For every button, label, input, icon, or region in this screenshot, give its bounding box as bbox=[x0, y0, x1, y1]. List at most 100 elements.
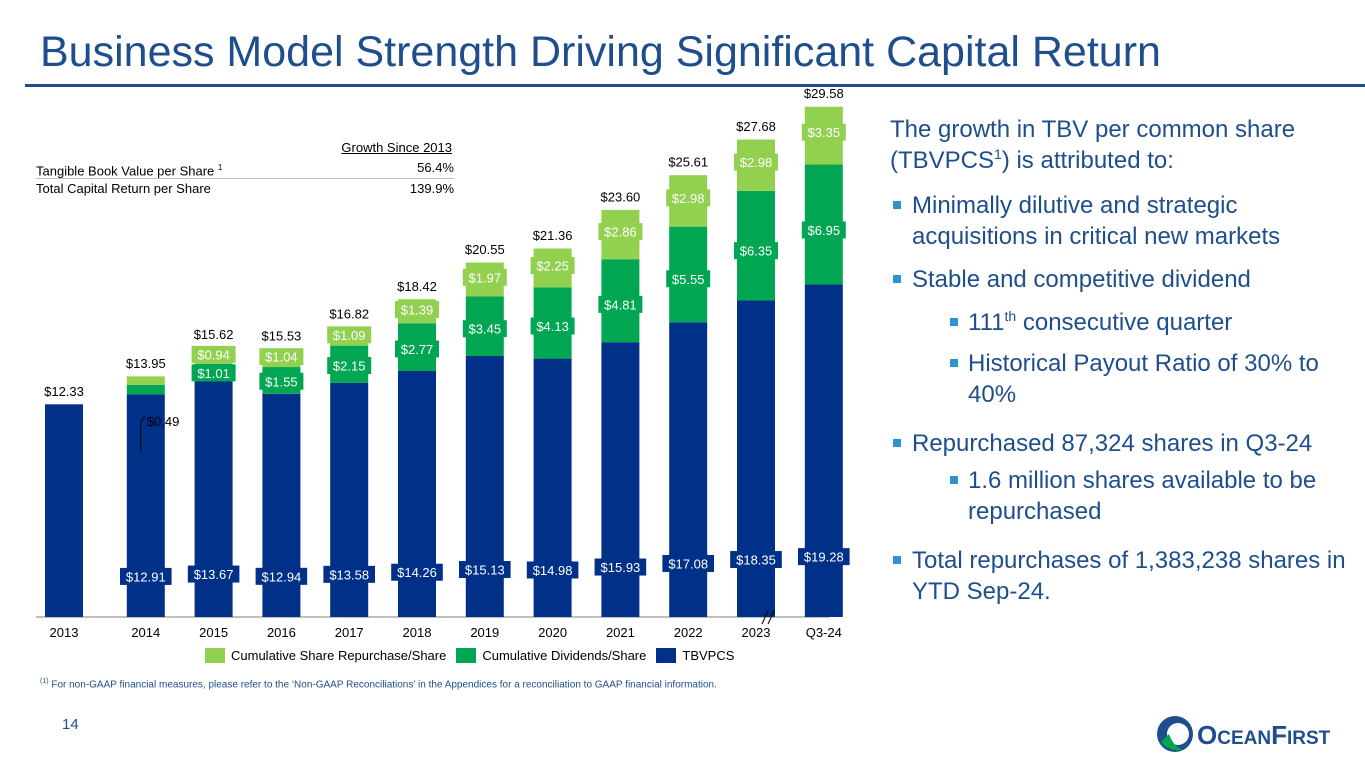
bullet-total-repurchases: Total repurchases of 1,383,238 shares in… bbox=[890, 545, 1350, 607]
x-tick-label-1: 2014 bbox=[131, 625, 160, 640]
bar-label-2-4: $1.09 bbox=[333, 328, 366, 343]
panel-intro: The growth in TBV per common share (TBVP… bbox=[890, 116, 1296, 174]
growth-row-label: Total Capital Return per Share bbox=[36, 181, 211, 196]
x-tick-label-7: 2020 bbox=[538, 625, 567, 640]
bar-label-2-7: $2.25 bbox=[536, 259, 569, 274]
bar-segment-0-9 bbox=[669, 322, 708, 617]
x-tick-label-5: 2018 bbox=[403, 625, 432, 640]
total-label-11: $29.58 bbox=[804, 86, 844, 101]
title-divider bbox=[25, 84, 1365, 87]
x-tick-label-2: 2015 bbox=[199, 625, 228, 640]
bar-label-1-5: $2.77 bbox=[401, 342, 434, 357]
bar-label-2-2: $0.94 bbox=[197, 347, 230, 362]
legend-item-tbvpcs: TBVPCS bbox=[656, 648, 734, 663]
growth-row-value: 56.4% bbox=[417, 160, 454, 175]
legend-item-dividends: Cumulative Dividends/Share bbox=[456, 648, 646, 663]
stacked-bar-chart: $12.33 2013 $12.91 $13.95 2014 $13.67 $1.01 $0.… bbox=[36, 86, 850, 640]
bar-label-1-6: $3.45 bbox=[469, 322, 502, 337]
bar-label-0-5-box bbox=[391, 563, 443, 581]
bar-label-1-4: $2.15 bbox=[333, 359, 366, 374]
bar-label-0-8: $15.93 bbox=[601, 560, 641, 575]
bar-label-0-11-box bbox=[798, 548, 850, 566]
logo-wordmark: OCEANFIRST bbox=[1197, 720, 1331, 750]
total-label-7: $21.36 bbox=[533, 228, 573, 243]
bar-label-1-4-box bbox=[327, 357, 372, 375]
bar-label-1-10: $6.35 bbox=[740, 244, 773, 259]
total-label-10: $27.68 bbox=[736, 119, 776, 134]
bar-label-1-11-box bbox=[801, 221, 846, 239]
oceanfirst-logo: OCEANFIRST bbox=[1157, 716, 1331, 752]
bar-label-2-8-box bbox=[598, 223, 643, 241]
total-label-3: $15.53 bbox=[262, 329, 302, 344]
total-label-6: $20.55 bbox=[465, 242, 505, 257]
bullet-square-icon bbox=[950, 318, 958, 326]
callout-label: $0.49 bbox=[147, 414, 180, 429]
total-label-4: $16.82 bbox=[329, 306, 369, 321]
bar-label-2-6: $1.97 bbox=[469, 270, 502, 285]
bar-label-2-5-box bbox=[395, 301, 439, 319]
bar-label-1-10-box bbox=[734, 242, 778, 260]
bar-label-2-11: $3.35 bbox=[808, 125, 841, 140]
bar-label-1-7: $4.13 bbox=[536, 319, 569, 334]
bar-label-2-5: $1.39 bbox=[401, 303, 434, 318]
bullet-repurchased: Repurchased 87,324 shares in Q3-24 bbox=[890, 428, 1350, 459]
bar-label-2-10-box bbox=[734, 153, 778, 171]
legend-swatch-dividends bbox=[456, 648, 477, 663]
axis-break-mark bbox=[767, 610, 775, 625]
bar-label-2-7-box bbox=[530, 257, 575, 275]
bar-label-0-9-box bbox=[662, 554, 714, 572]
growth-row-capital-return: Total Capital Return per Share 139.9% bbox=[36, 179, 454, 199]
bar-label-0-4-box bbox=[323, 565, 375, 583]
bar-label-1-3-box bbox=[259, 372, 304, 390]
x-tick-label-4: 2017 bbox=[335, 625, 364, 640]
bar-label-1-8: $4.81 bbox=[604, 297, 637, 312]
total-label-2: $15.62 bbox=[194, 327, 234, 342]
bar-label-1-5-box bbox=[395, 340, 439, 358]
sub-bullet-payout: Historical Payout Ratio of 30% to 40% bbox=[890, 348, 1350, 410]
bar-label-0-11: $19.28 bbox=[804, 550, 844, 565]
total-label-1: $13.95 bbox=[126, 356, 166, 371]
x-tick-label-11: Q3-24 bbox=[806, 625, 842, 640]
bar-label-0-6-box bbox=[459, 561, 511, 579]
bar-label-2-4-box bbox=[327, 326, 372, 344]
bar-label-0-1: $12.91 bbox=[126, 569, 166, 584]
bar-label-0-5: $14.26 bbox=[397, 565, 437, 580]
bar-label-2-2-box bbox=[191, 345, 236, 363]
bar-label-0-10-box bbox=[730, 551, 782, 569]
growth-row-value: 139.9% bbox=[409, 181, 454, 196]
bar-label-2-3: $1.04 bbox=[265, 350, 298, 365]
bar-label-2-8: $2.86 bbox=[604, 225, 637, 240]
bar-label-1-6-box bbox=[462, 320, 507, 338]
sub-bullet-available: 1.6 million shares available to be repur… bbox=[890, 465, 1350, 527]
x-tick-label-8: 2021 bbox=[606, 625, 635, 640]
bullet-square-icon bbox=[950, 476, 958, 484]
bar-label-0-2-box bbox=[187, 565, 240, 583]
bar-label-0-9: $17.08 bbox=[668, 556, 708, 571]
bar-label-2-6-box bbox=[462, 268, 507, 286]
bar-label-0-7-box bbox=[526, 561, 579, 579]
bar-label-0-3: $12.94 bbox=[262, 569, 302, 584]
bullet-square-icon bbox=[893, 556, 901, 564]
footnote: (1) For non-GAAP financial measures, ple… bbox=[40, 678, 717, 691]
bar-segment-0-10 bbox=[737, 300, 775, 617]
bar-segment-0-8 bbox=[601, 342, 640, 617]
growth-row-label: Tangible Book Value per Share 1 bbox=[36, 163, 223, 179]
x-tick-label-0: 2013 bbox=[50, 625, 79, 640]
sub-bullet-consecutive: 111th consecutive quarter bbox=[890, 307, 1350, 338]
bar-label-1-2-box bbox=[191, 364, 236, 382]
bar-label-2-9-box bbox=[666, 189, 711, 207]
bar-label-0-6: $15.13 bbox=[465, 563, 505, 578]
bar-label-1-11: $6.95 bbox=[808, 223, 841, 238]
bullet-square-icon bbox=[950, 359, 958, 367]
chart-legend: Cumulative Share Repurchase/Share Cumula… bbox=[205, 648, 744, 663]
bar-segment-1-1 bbox=[126, 384, 165, 395]
bar-label-0-3-box bbox=[255, 567, 308, 585]
legend-item-repurchase: Cumulative Share Repurchase/Share bbox=[205, 648, 446, 663]
bullet-acquisitions: Minimally dilutive and strategic acquisi… bbox=[890, 190, 1350, 252]
legend-swatch-repurchase bbox=[205, 648, 225, 663]
total-label-5: $18.42 bbox=[397, 279, 437, 294]
bullet-square-icon bbox=[893, 201, 901, 209]
bar-segment-2-1 bbox=[126, 376, 165, 385]
bar-label-2-11-box bbox=[801, 123, 846, 141]
bar-label-1-9-box bbox=[666, 270, 711, 288]
